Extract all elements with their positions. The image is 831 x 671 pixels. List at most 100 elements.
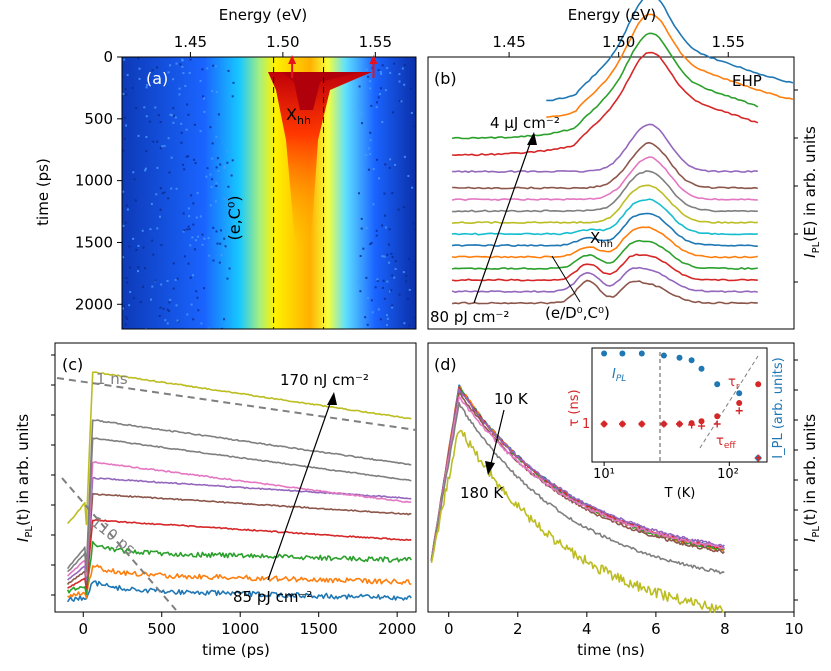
noise-speck bbox=[145, 115, 148, 118]
noise-speck bbox=[359, 255, 362, 257]
noise-speck bbox=[123, 137, 126, 140]
noise-speck bbox=[368, 147, 371, 150]
noise-speck bbox=[386, 280, 389, 283]
noise-speck bbox=[187, 207, 190, 210]
inset-ylabel-left: τ (ns) bbox=[567, 389, 582, 426]
noise-speck bbox=[125, 204, 128, 207]
noise-speck bbox=[193, 123, 196, 126]
inset-point bbox=[736, 390, 743, 397]
noise-speck bbox=[215, 185, 218, 187]
inset-plus bbox=[600, 420, 608, 428]
noise-speck bbox=[388, 290, 391, 293]
panel-a-label: (a) bbox=[146, 69, 168, 88]
panel-b-ticks: 1.45 1.50 1.55 bbox=[492, 33, 798, 283]
noise-speck bbox=[168, 171, 171, 174]
noise-speck bbox=[182, 72, 185, 75]
noise-speck bbox=[374, 286, 377, 289]
x-tick-label: 1000 bbox=[221, 620, 259, 638]
noise-speck bbox=[367, 168, 370, 171]
noise-speck bbox=[214, 200, 217, 203]
transient-line bbox=[66, 580, 412, 603]
noise-speck bbox=[212, 259, 215, 262]
noise-speck bbox=[208, 254, 211, 257]
transient-line bbox=[67, 437, 412, 573]
noise-speck bbox=[217, 170, 220, 172]
noise-speck bbox=[206, 167, 209, 170]
noise-speck bbox=[174, 279, 177, 281]
noise-speck bbox=[149, 228, 152, 231]
noise-speck bbox=[196, 192, 199, 195]
noise-speck bbox=[380, 87, 382, 90]
noise-speck bbox=[232, 81, 235, 84]
energy-arrow-head bbox=[369, 55, 378, 64]
noise-speck bbox=[124, 116, 127, 119]
spectrum-line bbox=[452, 123, 758, 173]
noise-speck bbox=[369, 243, 372, 246]
top-tick-label: 1.50 bbox=[266, 33, 299, 51]
noise-speck bbox=[223, 237, 226, 240]
noise-speck bbox=[216, 157, 219, 160]
fluence-arrowhead-c bbox=[327, 392, 337, 405]
noise-speck bbox=[376, 158, 378, 161]
noise-speck bbox=[203, 110, 206, 113]
noise-speck bbox=[372, 203, 375, 206]
top-tick-label: 1.50 bbox=[602, 33, 635, 51]
noise-speck bbox=[388, 261, 390, 264]
noise-speck bbox=[226, 161, 229, 164]
noise-speck bbox=[155, 193, 158, 196]
inset-label-ipl: IPL bbox=[612, 367, 626, 384]
noise-speck bbox=[152, 140, 155, 143]
noise-speck bbox=[180, 141, 183, 144]
noise-speck bbox=[137, 134, 140, 137]
noise-speck bbox=[181, 65, 184, 68]
noise-speck bbox=[414, 229, 416, 231]
noise-speck bbox=[384, 89, 387, 92]
noise-speck bbox=[386, 253, 389, 256]
noise-speck bbox=[201, 243, 204, 246]
noise-speck bbox=[193, 158, 196, 161]
noise-speck bbox=[381, 255, 384, 258]
noise-speck bbox=[132, 237, 135, 240]
noise-speck bbox=[414, 112, 416, 115]
noise-speck bbox=[197, 309, 200, 312]
noise-speck bbox=[361, 122, 363, 125]
noise-speck bbox=[171, 114, 174, 117]
noise-speck bbox=[128, 266, 131, 269]
noise-speck bbox=[386, 317, 389, 320]
noise-speck bbox=[182, 212, 185, 215]
noise-speck bbox=[175, 62, 178, 65]
spectrum-line bbox=[451, 226, 758, 259]
noise-speck bbox=[183, 168, 186, 171]
annotation-85pj: 85 pJ cm⁻² bbox=[233, 588, 312, 606]
noise-speck bbox=[386, 314, 388, 317]
annotation-180k: 180 K bbox=[460, 484, 504, 502]
noise-speck bbox=[220, 229, 222, 232]
noise-speck bbox=[192, 202, 195, 205]
noise-speck bbox=[360, 227, 363, 230]
noise-speck bbox=[200, 322, 203, 325]
noise-speck bbox=[226, 150, 229, 153]
fluence-arrowhead bbox=[527, 132, 537, 145]
noise-speck bbox=[143, 106, 146, 109]
noise-speck bbox=[391, 304, 394, 307]
noise-speck bbox=[228, 267, 231, 270]
y-tick-label: 2000 bbox=[75, 295, 113, 313]
noise-speck bbox=[154, 279, 157, 282]
noise-speck bbox=[148, 120, 151, 123]
noise-speck bbox=[379, 318, 382, 321]
panel-a: (a) (e,C⁰) Xhh 1.45 1.50 1.55 0 500 1000 1500 2… bbox=[34, 6, 417, 330]
panel-d: 0 2 4 6 8 10 (d) 10 K 180 K time (ns) IPL(t) … bbox=[427, 342, 822, 659]
noise-speck bbox=[382, 279, 385, 282]
noise-speck bbox=[188, 72, 191, 74]
inset-ytick-1: 1 bbox=[582, 417, 590, 432]
annotation-4uj: 4 µJ cm⁻² bbox=[490, 114, 560, 132]
noise-speck bbox=[391, 256, 394, 259]
transient-line bbox=[67, 371, 412, 526]
noise-speck bbox=[134, 199, 137, 202]
noise-speck bbox=[156, 227, 159, 230]
noise-speck bbox=[206, 67, 209, 70]
inset-point bbox=[601, 350, 608, 357]
x-tick-label: 6 bbox=[651, 620, 661, 638]
noise-speck bbox=[227, 69, 230, 72]
noise-speck bbox=[133, 178, 136, 181]
